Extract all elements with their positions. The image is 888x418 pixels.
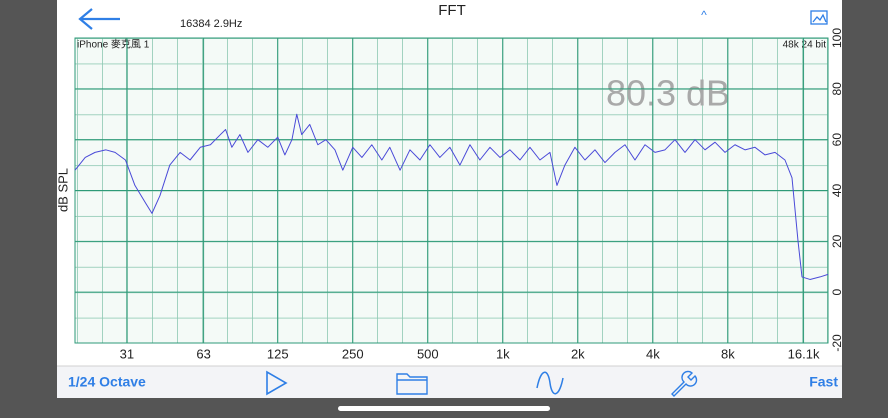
y-tick-label: 100 — [830, 28, 844, 48]
toolbar — [57, 366, 842, 398]
x-tick-label: 63 — [196, 346, 210, 361]
x-tick-label: 1k — [496, 346, 510, 361]
fft-resolution: 16384 2.9Hz — [180, 18, 242, 30]
x-tick-label: 16.1k — [788, 346, 820, 361]
y-tick-label: 80 — [830, 82, 844, 96]
x-tick-label: 500 — [417, 346, 439, 361]
input-label: iPhone 麥克風 1 — [77, 38, 150, 51]
x-tick-label: 250 — [342, 346, 364, 361]
x-tick-label: 2k — [571, 346, 585, 361]
y-tick-label: 0 — [830, 289, 844, 296]
x-tick-label: 4k — [646, 346, 660, 361]
page: { "header": {"resolution": "16384 2.9Hz"… — [0, 0, 888, 418]
y-tick-label: 40 — [830, 184, 844, 198]
y-tick-label: 20 — [830, 234, 844, 248]
home-indicator — [338, 406, 550, 411]
resolution-button[interactable]: 1/24 Octave — [68, 374, 146, 390]
x-tick-label: 125 — [267, 346, 289, 361]
format-label: 48k 24 bit — [783, 40, 827, 51]
speed-button[interactable]: Fast — [809, 374, 838, 390]
level-readout: 80.3 dB — [606, 73, 730, 114]
screen: 16384 2.9Hz FFT ^ iPhone 麥克風 1 48k 24 bi… — [0, 0, 888, 418]
y-tick-label: -20 — [830, 334, 844, 352]
x-tick-label: 31 — [120, 346, 134, 361]
screen-title: FFT — [438, 2, 466, 19]
y-axis-label: dB SPL — [55, 168, 70, 212]
collapse-button[interactable]: ^ — [701, 8, 707, 22]
x-tick-label: 8k — [721, 346, 735, 361]
y-tick-label: 60 — [830, 133, 844, 147]
